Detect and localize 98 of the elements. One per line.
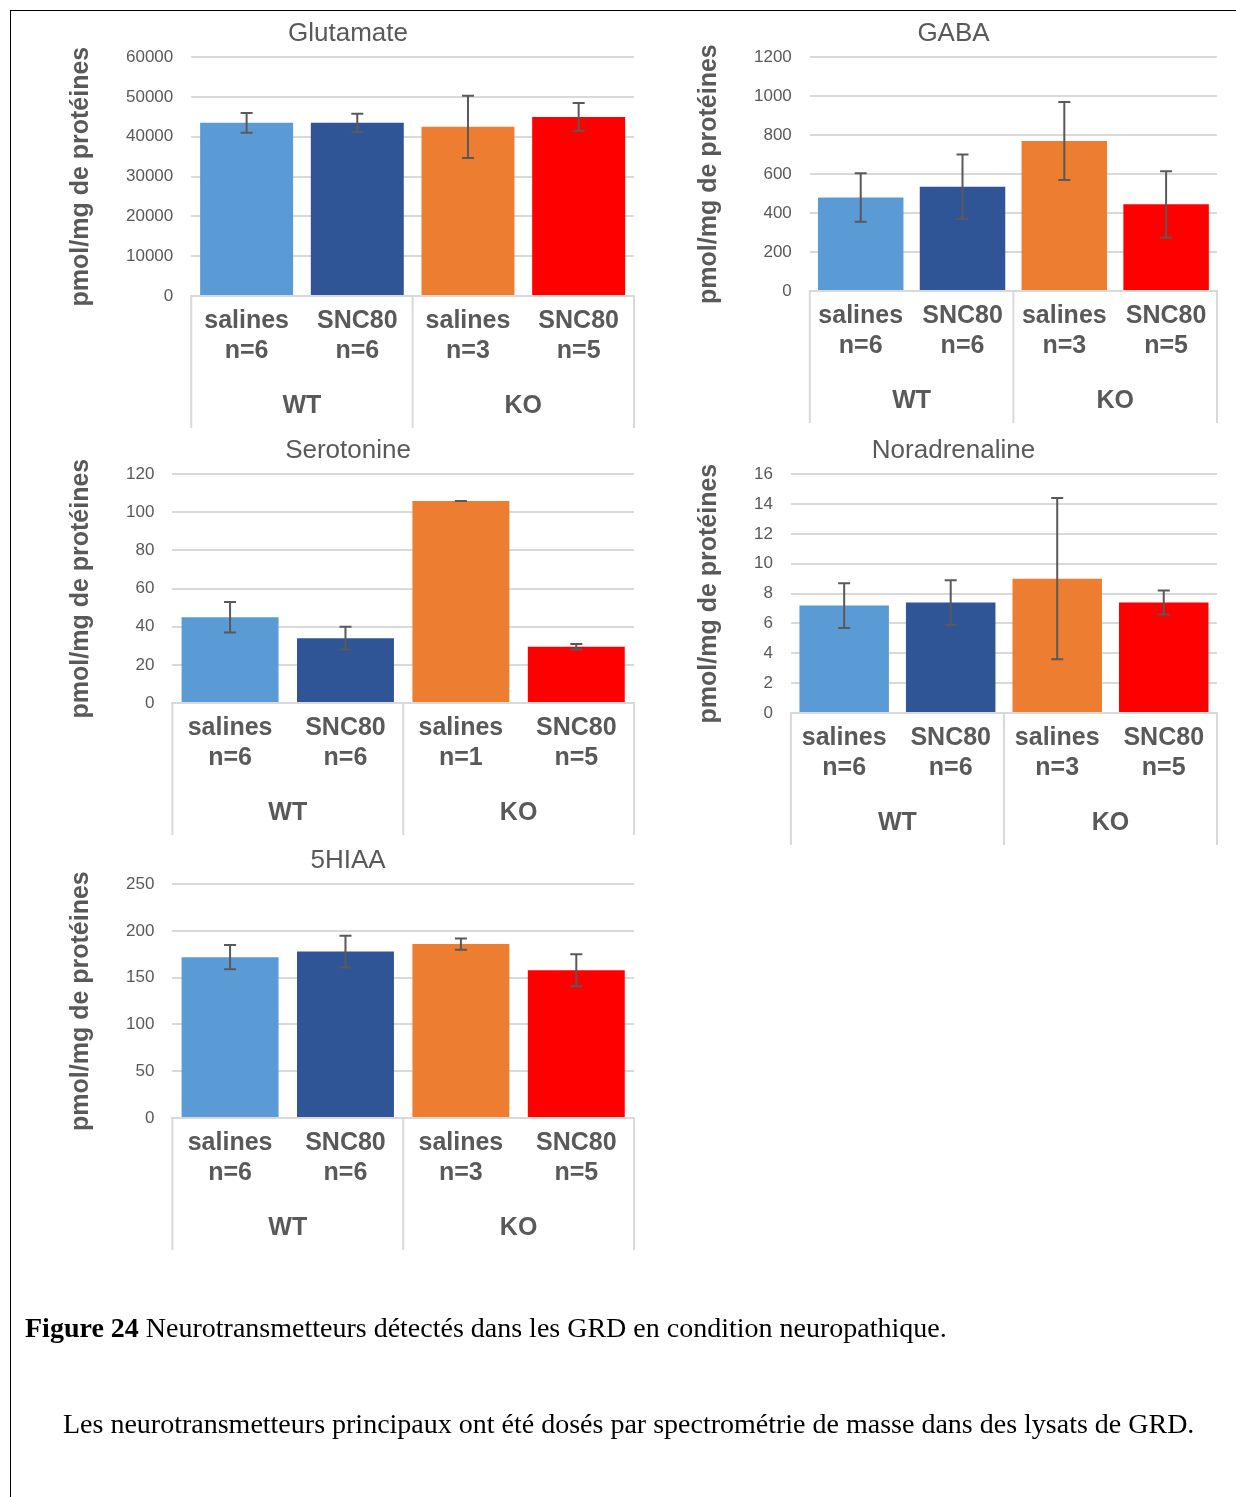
x-tick-label: salines n=3: [1021, 299, 1107, 358]
caption: Figure 24 Neurotransmetteurs détectés dans les GRD en condition neuropathique.: [25, 1311, 948, 1345]
x-tick-label: salines n=6: [801, 721, 887, 780]
y-tick-label: 4: [763, 642, 773, 662]
y-tick-label: 150: [125, 967, 155, 987]
bar: [817, 197, 904, 290]
y-axis-title: pmol/mg de protéines: [692, 463, 721, 724]
x-tick-label: SNC80 n=5: [536, 711, 617, 770]
y-tick-label: 20: [135, 654, 155, 674]
bar: [1123, 204, 1209, 290]
text: WT: [268, 1211, 308, 1240]
bar: [310, 122, 404, 295]
y-tick-label: 100: [125, 1014, 155, 1034]
text: WT: [877, 806, 917, 835]
y-tick-label: 10000: [125, 245, 174, 265]
bar: [799, 605, 889, 712]
bar: [412, 500, 510, 702]
y-tick-label: 10: [753, 553, 773, 573]
text: WT: [892, 384, 932, 413]
x-tick-label: SNC80 n=6: [305, 711, 386, 770]
text: Les neurotransmetteurs principaux ont été dosés par spectrométrie de masse dans des lysats de GRD.: [62, 1407, 1196, 1441]
y-tick-label: 0: [782, 280, 792, 300]
chart-title: Noradrenaline: [871, 433, 1036, 464]
y-tick-label: 0: [163, 285, 174, 305]
y-tick-label: 6: [763, 613, 773, 633]
x-tick-label: salines n=6: [187, 1126, 273, 1185]
x-tick-label: SNC80 n=5: [1125, 299, 1207, 358]
bar: [527, 646, 625, 702]
y-tick-label: 80: [135, 540, 155, 560]
bar: [297, 951, 394, 1117]
x-tick-label: salines n=3: [425, 304, 511, 363]
text: KO: [1091, 806, 1130, 835]
x-tick-label: salines n=3: [1014, 721, 1100, 780]
chart-title: GABA: [917, 16, 991, 47]
text: KO: [504, 389, 543, 418]
y-tick-label: 400: [763, 202, 792, 222]
x-tick-label: SNC80 n=6: [317, 304, 398, 363]
x-tick-label: SNC80 n=6: [922, 299, 1003, 358]
y-tick-label: 60: [135, 578, 155, 598]
bar: [1021, 140, 1108, 290]
bar: [532, 116, 626, 295]
y-tick-label: 40000: [125, 126, 174, 146]
text: WT: [282, 389, 322, 418]
bar: [905, 602, 996, 712]
x-tick-label: salines n=3: [418, 1126, 504, 1185]
y-tick-label: 600: [763, 163, 792, 183]
chart-title: Serotonine: [285, 433, 411, 464]
y-axis-title: pmol/mg de protéines: [64, 871, 93, 1131]
y-tick-label: 0: [763, 702, 773, 722]
y-tick-label: 200: [125, 920, 155, 940]
bar: [421, 126, 515, 295]
bar: [527, 970, 625, 1117]
y-tick-label: 120: [125, 463, 155, 483]
chart-title: 5HIAA: [310, 843, 387, 874]
y-tick-label: 20000: [125, 206, 174, 226]
bar: [1012, 578, 1102, 712]
y-tick-label: 800: [763, 124, 792, 144]
bar: [412, 944, 510, 1117]
y-axis-title: pmol/mg de protéines: [64, 458, 93, 719]
x-tick-label: salines n=6: [204, 304, 289, 363]
x-tick-label: SNC80 n=5: [536, 1126, 617, 1185]
bar: [181, 957, 279, 1117]
x-tick-label: SNC80 n=6: [305, 1126, 386, 1185]
x-tick-label: SNC80 n=5: [538, 304, 619, 363]
y-tick-label: 30000: [125, 166, 174, 186]
bar: [1119, 602, 1209, 712]
x-tick-label: salines n=1: [418, 711, 504, 770]
x-tick-label: SNC80 n=6: [910, 721, 991, 780]
text: KO: [499, 1211, 538, 1240]
y-tick-label: 60000: [125, 46, 174, 66]
y-tick-label: 250: [125, 873, 155, 893]
y-tick-label: 2: [763, 672, 773, 692]
y-tick-label: 12: [753, 523, 773, 543]
y-tick-label: 0: [144, 692, 155, 712]
y-tick-label: 50: [135, 1060, 155, 1080]
y-tick-label: 1000: [753, 85, 792, 105]
y-tick-label: 100: [125, 502, 155, 522]
x-tick-label: salines n=6: [818, 299, 904, 358]
y-tick-label: 16: [753, 463, 773, 483]
y-tick-label: 14: [753, 493, 773, 513]
y-tick-label: 40: [135, 616, 155, 636]
bar: [181, 617, 279, 702]
x-tick-label: SNC80 n=5: [1123, 721, 1205, 780]
y-tick-label: 8: [763, 583, 773, 603]
bar: [919, 186, 1006, 290]
text: KO: [1096, 384, 1134, 413]
y-tick-label: 200: [763, 241, 792, 261]
y-axis-title: pmol/mg de protéines: [64, 46, 93, 307]
y-axis-title: pmol/mg de protéines: [692, 44, 721, 304]
y-tick-label: 1200: [753, 46, 792, 66]
y-tick-label: 0: [144, 1107, 155, 1127]
text: KO: [499, 796, 538, 825]
text: WT: [268, 796, 308, 825]
bar: [200, 122, 294, 295]
bar: [297, 638, 394, 702]
x-tick-label: salines n=6: [187, 711, 273, 770]
chart-title: Glutamate: [288, 16, 408, 47]
y-tick-label: 50000: [125, 86, 174, 106]
